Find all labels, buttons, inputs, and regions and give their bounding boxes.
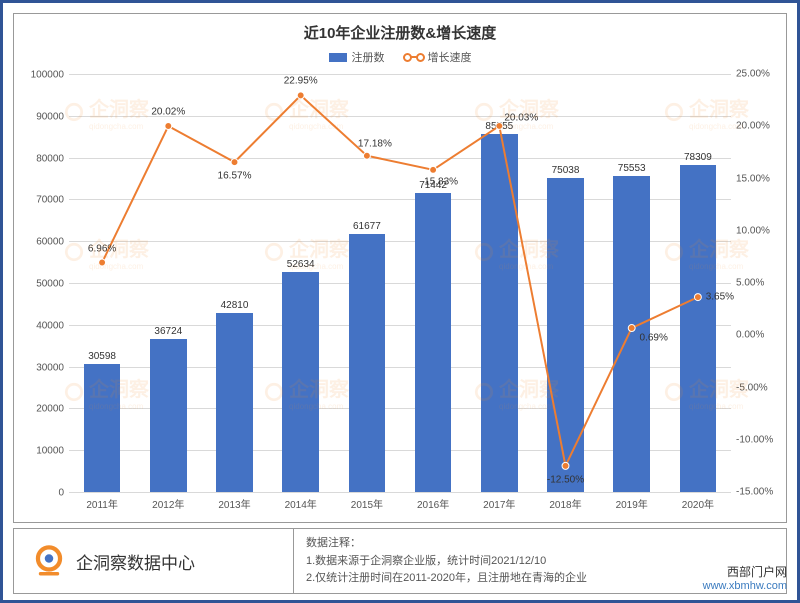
y-axis-right-label: -5.00% — [731, 382, 768, 393]
legend: 注册数 增长速度 — [14, 49, 786, 65]
legend-line: 增长速度 — [405, 49, 472, 65]
footer-brand: 企洞察数据中心 — [14, 529, 294, 593]
y-axis-right-label: -10.00% — [731, 434, 773, 445]
y-axis-left-label: 80000 — [36, 153, 69, 164]
x-axis-label: 2011年 — [86, 492, 118, 511]
line-chart — [69, 74, 731, 492]
growth-rate-label: 20.02% — [151, 107, 185, 118]
brand-logo-icon — [32, 544, 66, 578]
x-axis-label: 2015年 — [351, 492, 383, 511]
growth-rate-label: -12.50% — [547, 474, 584, 485]
growth-rate-label: 17.18% — [358, 138, 392, 149]
y-axis-left-label: 70000 — [36, 195, 69, 206]
legend-bar: 注册数 — [329, 49, 385, 65]
y-axis-left-label: 90000 — [36, 111, 69, 122]
growth-rate-label: 6.96% — [88, 243, 116, 254]
growth-rate-label: 3.65% — [706, 292, 734, 303]
x-axis-label: 2019年 — [616, 492, 648, 511]
y-axis-right-label: 10.00% — [731, 225, 770, 236]
y-axis-left-label: 30000 — [36, 362, 69, 373]
footer-brand-text: 企洞察数据中心 — [76, 549, 195, 574]
y-axis-left-label: 100000 — [31, 70, 69, 81]
y-axis-right-label: 25.00% — [731, 69, 770, 80]
y-axis-left-label: 0 — [58, 488, 69, 499]
footer-panel: 企洞察数据中心 数据注释： 1.数据来源于企洞察企业版，统计时间2021/12/… — [13, 528, 787, 594]
growth-rate-label: 16.57% — [218, 171, 252, 182]
y-axis-left-label: 20000 — [36, 404, 69, 415]
growth-rate-label: 0.69% — [640, 333, 668, 344]
y-axis-left-label: 40000 — [36, 320, 69, 331]
growth-rate-label: 20.03% — [504, 112, 538, 123]
chart-title: 近10年企业注册数&增长速度 — [14, 14, 786, 43]
note-title: 数据注释： — [306, 535, 774, 553]
x-axis-label: 2020年 — [682, 492, 714, 511]
y-axis-right-label: 0.00% — [731, 330, 764, 341]
y-axis-left-label: 10000 — [36, 446, 69, 457]
growth-rate-label: 15.83% — [424, 176, 458, 187]
x-axis-label: 2017年 — [483, 492, 515, 511]
x-axis-label: 2016年 — [417, 492, 449, 511]
y-axis-right-label: 15.00% — [731, 173, 770, 184]
y-axis-left-label: 60000 — [36, 237, 69, 248]
x-axis-label: 2014年 — [285, 492, 317, 511]
y-axis-right-label: 20.00% — [731, 121, 770, 132]
chart-panel: 近10年企业注册数&增长速度 注册数 增长速度 0100002000030000… — [13, 13, 787, 523]
x-axis-label: 2012年 — [152, 492, 184, 511]
x-axis-label: 2018年 — [549, 492, 581, 511]
x-axis-label: 2013年 — [218, 492, 250, 511]
y-axis-right-label: -15.00% — [731, 487, 773, 498]
growth-rate-label: 22.95% — [284, 76, 318, 87]
y-axis-left-label: 50000 — [36, 279, 69, 290]
site-watermark: 西部门户网 www.xbmhw.com — [703, 563, 787, 592]
y-axis-right-label: 5.00% — [731, 278, 764, 289]
chart-container: 近10年企业注册数&增长速度 注册数 增长速度 0100002000030000… — [0, 0, 800, 603]
plot-area: 0100002000030000400005000060000700008000… — [69, 74, 731, 492]
